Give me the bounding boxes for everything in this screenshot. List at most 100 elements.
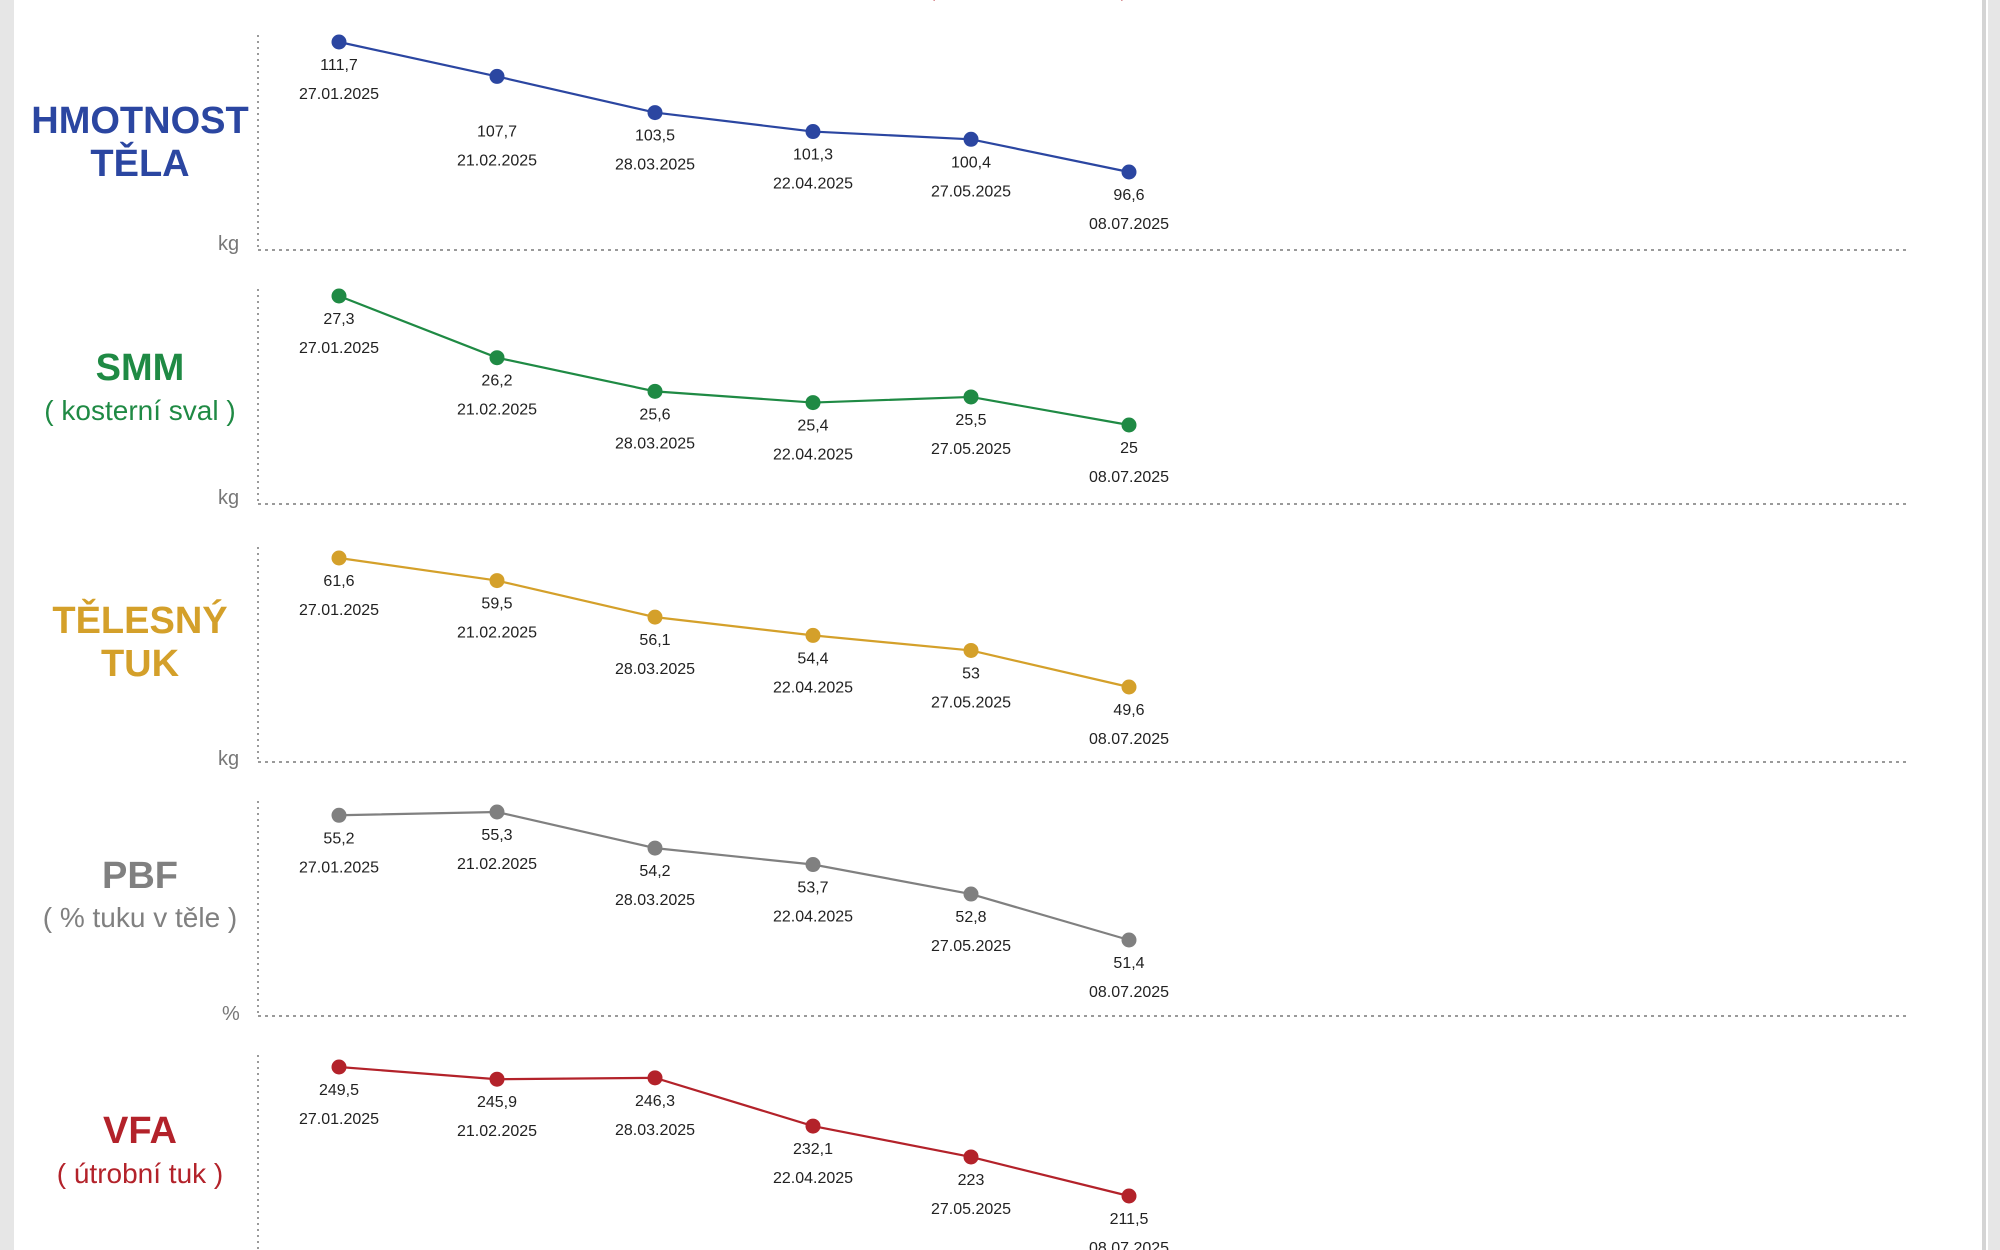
data-value-label: 25,4 — [797, 418, 828, 435]
data-value-label: 232,1 — [793, 1141, 833, 1158]
data-value-label: 26,2 — [481, 373, 512, 390]
x-tick-label: 22.04.2025 — [773, 447, 853, 464]
data-point — [489, 573, 505, 589]
data-value-label: 25,6 — [639, 406, 670, 423]
x-tick-label: 27.05.2025 — [931, 938, 1011, 955]
data-point — [489, 350, 505, 366]
data-point — [489, 1071, 505, 1087]
data-value-label: 246,3 — [635, 1093, 675, 1110]
data-value-label: 27,3 — [323, 311, 354, 328]
page-edge — [1982, 0, 1986, 1250]
chart-panel-5: 249,5 27.01.2025 245,9 21.02.2025 246,3 28.03… — [257, 1055, 1169, 1250]
data-value-label: 56,1 — [639, 632, 670, 649]
data-value-label: 245,9 — [477, 1094, 517, 1111]
data-point — [647, 105, 663, 121]
x-tick-label: 21.02.2025 — [457, 1123, 537, 1140]
x-tick-label: 27.01.2025 — [299, 340, 379, 357]
data-point — [331, 550, 347, 566]
data-point — [647, 840, 663, 856]
x-tick-label: 27.01.2025 — [299, 602, 379, 619]
x-tick-label: 28.03.2025 — [615, 1122, 695, 1139]
x-tick-label: 21.02.2025 — [457, 625, 537, 642]
data-value-label: 111,7 — [320, 57, 358, 74]
chart-title: VFA — [103, 1110, 177, 1152]
chart-title: SMM — [95, 347, 185, 389]
data-point — [963, 1149, 979, 1165]
data-value-label: 103,5 — [635, 128, 675, 145]
data-point — [805, 124, 821, 140]
y-axis-unit: % — [222, 1003, 240, 1025]
data-point — [489, 68, 505, 84]
data-value-label: 223 — [958, 1172, 985, 1189]
x-tick-label: 21.02.2025 — [457, 152, 537, 169]
data-value-label: 53,7 — [797, 880, 828, 897]
x-tick-label: 21.02.2025 — [457, 856, 537, 873]
data-value-label: 55,2 — [323, 830, 354, 847]
data-point — [805, 1118, 821, 1134]
data-point — [647, 383, 663, 399]
data-value-label: 54,4 — [797, 650, 828, 667]
data-point — [331, 1059, 347, 1075]
data-value-label: 25 — [1120, 440, 1138, 457]
x-tick-label: 21.02.2025 — [457, 402, 537, 419]
series-line — [338, 40, 1130, 174]
data-value-label: 49,6 — [1113, 702, 1144, 719]
data-value-label: 61,6 — [323, 573, 354, 590]
x-tick-label: 27.01.2025 — [299, 859, 379, 876]
x-tick-label: 27.01.2025 — [299, 86, 379, 103]
y-axis-unit: kg — [218, 748, 240, 770]
x-tick-label: 28.03.2025 — [615, 435, 695, 452]
data-point — [489, 804, 505, 820]
data-value-label: 249,5 — [319, 1082, 359, 1099]
data-point — [647, 609, 663, 625]
chart-subtitle: ( % tuku v těle ) — [42, 902, 238, 933]
data-point — [963, 886, 979, 902]
data-point — [963, 131, 979, 147]
x-tick-label: 22.04.2025 — [773, 1170, 853, 1187]
data-value-label: 25,5 — [955, 412, 986, 429]
series-line — [338, 1065, 1130, 1198]
chart-panel-2: 27,3 27.01.2025 26,2 21.02.2025 25,6 28.03.20… — [257, 288, 1908, 505]
data-value-label: 52,8 — [955, 909, 986, 926]
x-tick-label: 28.03.2025 — [615, 892, 695, 909]
data-value-label: 211,5 — [1110, 1211, 1149, 1228]
x-tick-label: 08.07.2025 — [1089, 216, 1169, 233]
data-point — [963, 642, 979, 658]
chart-title: TĚLESNÝ TUK — [52, 600, 228, 685]
chart-subtitle: ( kosterní sval ) — [44, 395, 236, 426]
data-value-label: 53 — [962, 665, 980, 682]
data-point — [1121, 932, 1137, 948]
data-value-label: 96,6 — [1113, 187, 1144, 204]
chart-title: PBF — [102, 855, 178, 897]
data-point — [1121, 679, 1137, 695]
x-tick-label: 22.04.2025 — [773, 176, 853, 193]
x-tick-label: 08.07.2025 — [1089, 984, 1169, 1001]
data-value-label: 107,7 — [477, 123, 517, 140]
chart-subtitle: ( útrobní tuk ) — [56, 1158, 224, 1189]
data-point — [331, 288, 347, 304]
series-line — [338, 294, 1130, 427]
x-tick-label: 27.05.2025 — [931, 183, 1011, 200]
x-tick-label: 28.03.2025 — [615, 157, 695, 174]
x-tick-label: 27.05.2025 — [931, 441, 1011, 458]
data-value-label: 59,5 — [481, 596, 512, 613]
chart-title: HMOTNOST TĚLA — [31, 100, 249, 185]
chart-panel-3: 61,6 27.01.2025 59,5 21.02.2025 56,1 28.03.20… — [257, 547, 1908, 763]
x-tick-label: 08.07.2025 — [1089, 731, 1169, 748]
data-point — [805, 627, 821, 643]
data-point — [963, 389, 979, 405]
data-value-label: 51,4 — [1113, 955, 1144, 972]
chart-sheet — [14, 0, 1988, 1250]
y-axis-unit: kg — [218, 487, 240, 509]
x-tick-label: 27.05.2025 — [931, 1201, 1011, 1218]
series-line — [338, 556, 1130, 689]
data-value-label: 55,3 — [481, 827, 512, 844]
data-point — [805, 857, 821, 873]
y-axis-unit: kg — [218, 233, 240, 255]
x-tick-label: 27.05.2025 — [931, 694, 1011, 711]
chart-panel-1: 111,7 27.01.2025 107,7 21.02.2025 103,5 28.03… — [257, 34, 1908, 251]
chart-panel-4: 55,2 27.01.2025 55,3 21.02.2025 54,2 28.03.20… — [257, 801, 1908, 1017]
x-tick-label: 22.04.2025 — [773, 909, 853, 926]
x-tick-label: 08.07.2025 — [1089, 469, 1169, 486]
